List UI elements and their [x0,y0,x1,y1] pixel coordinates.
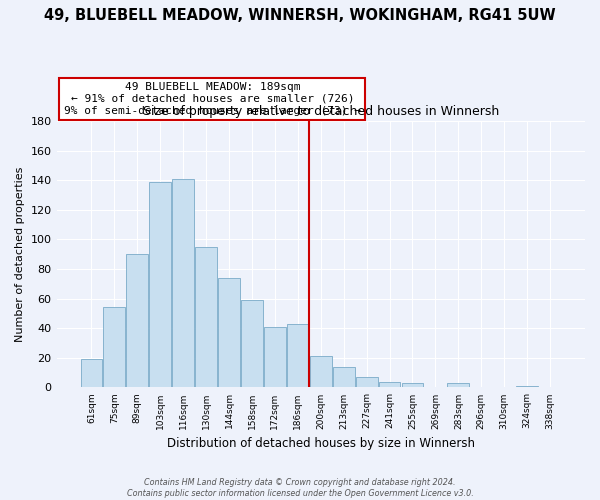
Title: Size of property relative to detached houses in Winnersh: Size of property relative to detached ho… [143,106,499,118]
Bar [149,182,171,388]
Bar [356,377,377,388]
Bar [127,254,148,388]
X-axis label: Distribution of detached houses by size in Winnersh: Distribution of detached houses by size … [167,437,475,450]
Bar [218,278,240,388]
Bar [264,326,286,388]
Bar [448,383,469,388]
Bar [241,300,263,388]
Bar [379,382,400,388]
Bar [333,366,355,388]
Text: 49, BLUEBELL MEADOW, WINNERSH, WOKINGHAM, RG41 5UW: 49, BLUEBELL MEADOW, WINNERSH, WOKINGHAM… [44,8,556,22]
Bar [310,356,332,388]
Bar [103,308,125,388]
Bar [172,178,194,388]
Text: 49 BLUEBELL MEADOW: 189sqm
← 91% of detached houses are smaller (726)
9% of semi: 49 BLUEBELL MEADOW: 189sqm ← 91% of deta… [64,82,361,116]
Y-axis label: Number of detached properties: Number of detached properties [15,166,25,342]
Bar [516,386,538,388]
Bar [287,324,309,388]
Bar [195,247,217,388]
Bar [401,383,424,388]
Bar [80,360,103,388]
Text: Contains HM Land Registry data © Crown copyright and database right 2024.
Contai: Contains HM Land Registry data © Crown c… [127,478,473,498]
